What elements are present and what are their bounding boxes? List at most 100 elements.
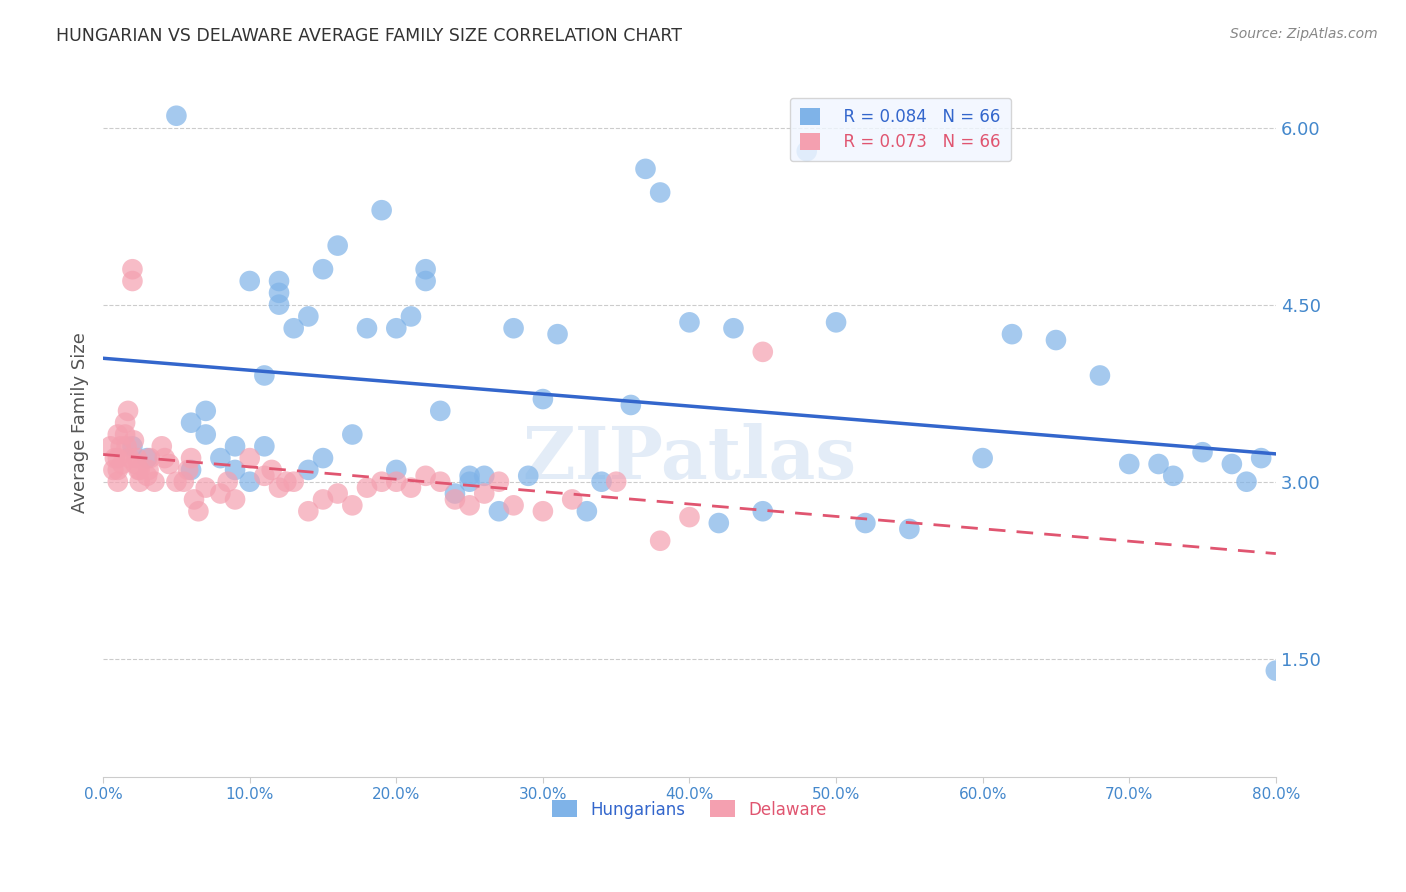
- Point: [138, 463, 160, 477]
- Point: [107, 427, 129, 442]
- Point: [180, 416, 202, 430]
- Point: [110, 439, 132, 453]
- Point: [128, 463, 150, 477]
- Point: [183, 492, 205, 507]
- Point: [253, 468, 276, 483]
- Point: [100, 439, 122, 453]
- Point: [312, 262, 335, 277]
- Point: [399, 481, 422, 495]
- Point: [415, 274, 437, 288]
- Point: [177, 463, 200, 477]
- Point: [385, 463, 408, 477]
- Point: [385, 475, 408, 489]
- Text: Source: ZipAtlas.com: Source: ZipAtlas.com: [1230, 27, 1378, 41]
- Point: [114, 427, 136, 442]
- Point: [209, 451, 232, 466]
- Point: [267, 298, 290, 312]
- Point: [650, 533, 672, 548]
- Y-axis label: Average Family Size: Average Family Size: [72, 332, 89, 513]
- Point: [194, 481, 217, 495]
- Point: [385, 321, 408, 335]
- Point: [260, 463, 283, 477]
- Point: [136, 451, 159, 466]
- Point: [128, 475, 150, 489]
- Point: [253, 368, 276, 383]
- Point: [121, 439, 143, 453]
- Point: [173, 475, 195, 489]
- Point: [356, 321, 378, 335]
- Point: [312, 492, 335, 507]
- Point: [297, 463, 319, 477]
- Point: [444, 492, 467, 507]
- Point: [239, 451, 262, 466]
- Point: [180, 451, 202, 466]
- Point: [605, 475, 627, 489]
- Point: [267, 274, 290, 288]
- Point: [458, 499, 481, 513]
- Point: [157, 457, 180, 471]
- Point: [124, 457, 146, 471]
- Point: [224, 492, 246, 507]
- Point: [620, 398, 643, 412]
- Point: [165, 475, 187, 489]
- Point: [415, 468, 437, 483]
- Point: [472, 468, 495, 483]
- Point: [370, 475, 392, 489]
- Point: [1236, 475, 1258, 489]
- Point: [143, 475, 166, 489]
- Legend: Hungarians, Delaware: Hungarians, Delaware: [546, 794, 834, 825]
- Point: [326, 238, 349, 252]
- Point: [488, 475, 510, 489]
- Point: [575, 504, 598, 518]
- Point: [253, 439, 276, 453]
- Point: [150, 439, 173, 453]
- Point: [283, 321, 305, 335]
- Point: [1118, 457, 1140, 471]
- Point: [276, 475, 298, 489]
- Point: [678, 510, 700, 524]
- Point: [153, 451, 176, 466]
- Point: [488, 504, 510, 518]
- Point: [239, 274, 262, 288]
- Point: [342, 499, 364, 513]
- Point: [972, 451, 994, 466]
- Point: [707, 516, 730, 530]
- Point: [752, 504, 775, 518]
- Point: [224, 463, 246, 477]
- Point: [898, 522, 921, 536]
- Point: [650, 186, 672, 200]
- Text: ZIPatlas: ZIPatlas: [523, 423, 856, 493]
- Point: [458, 475, 481, 489]
- Text: HUNGARIAN VS DELAWARE AVERAGE FAMILY SIZE CORRELATION CHART: HUNGARIAN VS DELAWARE AVERAGE FAMILY SIZ…: [56, 27, 682, 45]
- Point: [121, 262, 143, 277]
- Point: [678, 315, 700, 329]
- Point: [194, 404, 217, 418]
- Point: [752, 344, 775, 359]
- Point: [1147, 457, 1170, 471]
- Point: [429, 475, 451, 489]
- Point: [634, 161, 657, 176]
- Point: [723, 321, 745, 335]
- Point: [217, 475, 239, 489]
- Point: [107, 463, 129, 477]
- Point: [517, 468, 540, 483]
- Point: [825, 315, 848, 329]
- Point: [1250, 451, 1272, 466]
- Point: [107, 475, 129, 489]
- Point: [118, 451, 141, 466]
- Point: [547, 327, 569, 342]
- Point: [399, 310, 422, 324]
- Point: [531, 504, 554, 518]
- Point: [531, 392, 554, 406]
- Point: [1001, 327, 1024, 342]
- Point: [114, 416, 136, 430]
- Point: [267, 481, 290, 495]
- Point: [1088, 368, 1111, 383]
- Point: [312, 451, 335, 466]
- Point: [121, 274, 143, 288]
- Point: [111, 457, 134, 471]
- Point: [267, 285, 290, 300]
- Point: [342, 427, 364, 442]
- Point: [107, 451, 129, 466]
- Point: [187, 504, 209, 518]
